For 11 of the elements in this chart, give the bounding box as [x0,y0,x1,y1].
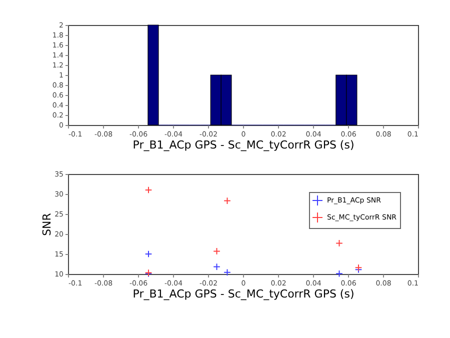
point [144,250,152,258]
point [144,186,152,194]
point [224,268,231,276]
y-axis-title: SNR [40,212,54,236]
point [336,240,343,247]
point [213,248,220,255]
point [213,263,220,270]
x-axis-title: Pr_B1_ACp GPS - Sc_MC_tyCorrR GPS (s) [132,288,354,300]
x-axis-title: Pr_B1_ACp GPS - Sc_MC_tyCorrR GPS (s) [132,138,354,152]
point [224,197,231,204]
point [336,270,343,278]
